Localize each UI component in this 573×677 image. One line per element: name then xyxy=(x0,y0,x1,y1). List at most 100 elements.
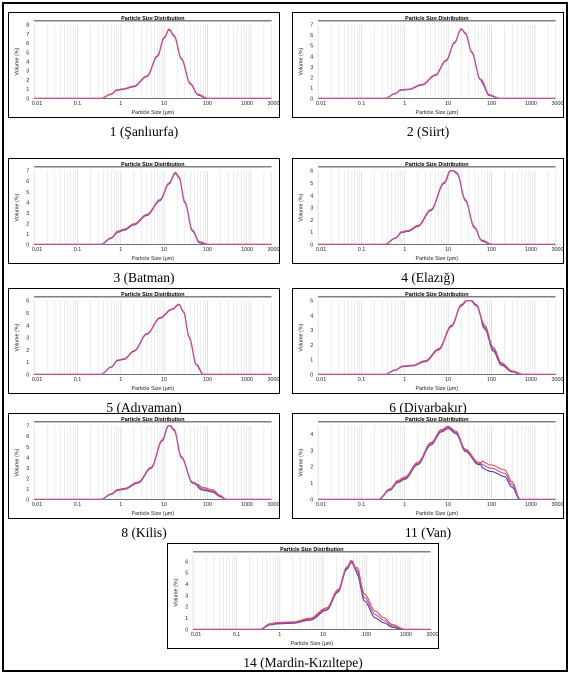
y-tick-label: 6 xyxy=(26,41,29,47)
x-tick-label: 0.1 xyxy=(74,247,81,253)
x-axis-label: Particle Size (µm) xyxy=(132,511,175,517)
y-tick-label: 1 xyxy=(26,232,29,238)
y-tick-label: 2 xyxy=(310,465,313,471)
x-tick-label: 1 xyxy=(119,502,122,508)
y-tick-label: 4 xyxy=(310,313,313,319)
x-tick-label: 100 xyxy=(487,502,496,508)
x-tick-label: 1 xyxy=(403,502,406,508)
chart-title: Particle Size Distribution xyxy=(121,162,184,168)
x-tick-label: 10 xyxy=(161,502,167,508)
x-tick-label: 1000 xyxy=(241,247,253,253)
y-tick-label: 4 xyxy=(185,582,188,588)
y-tick-label: 4 xyxy=(310,432,313,438)
series-line xyxy=(318,426,556,500)
y-tick-label: 6 xyxy=(26,179,29,185)
series-line xyxy=(34,172,272,245)
chart-title: Particle Size Distribution xyxy=(405,162,468,168)
x-tick-label: 1000 xyxy=(525,247,537,253)
y-tick-label: 1 xyxy=(26,87,29,93)
y-tick-label: 1 xyxy=(310,230,313,236)
x-tick-label: 100 xyxy=(487,247,496,253)
x-tick-label: 10 xyxy=(445,377,451,383)
x-axis-label: Particle Size (µm) xyxy=(416,386,459,392)
x-tick-label: 0.01 xyxy=(32,101,42,107)
chart-panel: Particle Size Distribution 0 1 2 3 4 5 6 Volume … xyxy=(292,158,564,286)
chart-panel: Particle Size Distribution 0 1 2 3 4 5 6 Volume … xyxy=(167,543,439,671)
chart-title: Particle Size Distribution xyxy=(405,292,468,298)
y-tick-label: 1 xyxy=(310,481,313,487)
series-line xyxy=(318,300,556,375)
y-tick-label: 0 xyxy=(26,96,29,102)
y-axis-label: Volume (%) xyxy=(14,47,20,75)
grid xyxy=(33,425,272,500)
x-tick-label: 1000 xyxy=(241,101,253,107)
x-axis-label: Particle Size (µm) xyxy=(132,386,175,392)
x-tick-label: 10 xyxy=(161,247,167,253)
y-tick-label: 3 xyxy=(310,448,313,454)
y-tick-label: 3 xyxy=(26,466,29,472)
series-line xyxy=(318,170,556,245)
x-tick-label: 0.1 xyxy=(74,502,81,508)
series-line xyxy=(34,425,272,500)
x-tick-label: 1000 xyxy=(525,502,537,508)
series-line xyxy=(34,303,272,375)
chart-caption: 8 (Kilis) xyxy=(121,525,167,540)
chart-svg: Particle Size Distribution 0 1 2 3 4 5 6 Volume … xyxy=(8,288,280,394)
chart-panel: Particle Size Distribution 0 1 2 3 4 5 6 7 Volume… xyxy=(8,158,280,286)
chart-svg: Particle Size Distribution 0 1 2 3 4 5 6 7 8 Volum… xyxy=(8,12,280,118)
y-tick-label: 2 xyxy=(310,218,313,224)
x-tick-label: 100 xyxy=(487,377,496,383)
y-tick-label: 3 xyxy=(26,336,29,342)
chart-caption: 11 (Van) xyxy=(404,525,452,540)
x-axis-label: Particle Size (µm) xyxy=(416,110,459,116)
x-tick-label: 100 xyxy=(362,632,371,638)
y-tick-label: 4 xyxy=(26,323,29,329)
series-line xyxy=(34,28,272,99)
x-tick-label: 0.01 xyxy=(32,247,42,253)
y-tick-label: 6 xyxy=(185,559,188,565)
x-tick-label: 0.1 xyxy=(358,502,365,508)
y-axis-label: Volume (%) xyxy=(173,578,179,606)
y-tick-label: 7 xyxy=(310,23,313,29)
y-tick-label: 2 xyxy=(185,605,188,611)
chart-caption: 14 (Mardin-Kızıltepe) xyxy=(243,655,363,670)
x-tick-label: 10 xyxy=(320,632,326,638)
grid xyxy=(33,300,272,375)
x-tick-label: 1 xyxy=(119,247,122,253)
chart-caption: 1 (Şanlıurfa) xyxy=(109,124,179,139)
x-tick-label: 0.01 xyxy=(32,502,42,508)
y-tick-label: 0 xyxy=(310,96,313,102)
y-tick-label: 1 xyxy=(26,487,29,493)
x-tick-label: 1 xyxy=(403,377,406,383)
x-tick-label: 100 xyxy=(487,101,496,107)
series-line xyxy=(318,28,556,99)
chart-svg: Particle Size Distribution 0 1 2 3 4 5 Volume (… xyxy=(292,288,564,394)
y-axis-label: Volume (%) xyxy=(298,193,304,221)
chart-title: Particle Size Distribution xyxy=(405,417,468,423)
chart-panel: Particle Size Distribution 0 1 2 3 4 5 Volume (… xyxy=(292,288,564,416)
y-axis-label: Volume (%) xyxy=(14,323,20,351)
grid xyxy=(317,425,556,500)
x-tick-label: 1 xyxy=(278,632,281,638)
y-tick-label: 3 xyxy=(185,593,188,599)
chart-title: Particle Size Distribution xyxy=(121,16,184,22)
y-tick-label: 3 xyxy=(310,65,313,71)
x-tick-label: 3000 xyxy=(268,502,280,508)
chart-svg: Particle Size Distribution 0 1 2 3 4 5 6 Volume … xyxy=(167,543,439,649)
series-line xyxy=(34,303,272,375)
y-tick-label: 2 xyxy=(26,348,29,354)
grid xyxy=(317,300,556,375)
x-tick-label: 10 xyxy=(445,247,451,253)
grid xyxy=(192,555,431,630)
x-tick-label: 3000 xyxy=(268,247,280,253)
x-axis-label: Particle Size (µm) xyxy=(416,511,459,517)
chart-caption: 6 (Diyarbakır) xyxy=(389,400,467,415)
x-axis-label: Particle Size (µm) xyxy=(291,641,334,647)
y-tick-label: 1 xyxy=(26,360,29,366)
series-line xyxy=(34,425,272,500)
grid xyxy=(33,170,272,245)
y-tick-label: 0 xyxy=(310,372,313,378)
x-tick-label: 1 xyxy=(119,101,122,107)
series-line xyxy=(193,560,431,630)
figure-frame xyxy=(2,2,568,672)
